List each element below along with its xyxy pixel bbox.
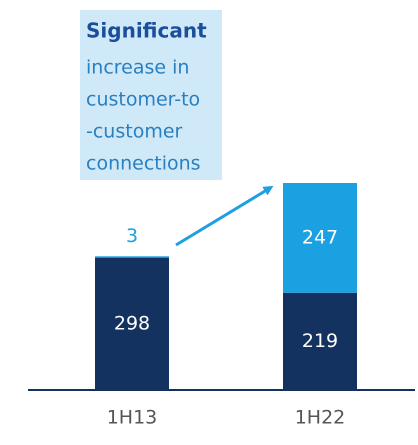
value-label: 3 [126,225,138,247]
value-label: 247 [302,226,338,248]
bar-segment [95,256,169,258]
annotation-line: connections [86,153,201,175]
x-tick-label: 1H22 [295,407,346,429]
annotation-line: -customer [86,121,183,143]
annotation-line: customer-to [86,89,200,111]
growth-arrow [175,185,274,247]
bar-segment [283,183,357,293]
bar-segment [95,257,169,390]
value-label: 219 [302,330,338,352]
bar-segment [283,292,357,390]
x-tick-label: 1H13 [107,407,158,429]
annotation-line: increase in [86,57,189,79]
annotation-line: Significant [86,19,207,43]
annotation-box [80,10,222,180]
value-label: 298 [114,312,150,334]
